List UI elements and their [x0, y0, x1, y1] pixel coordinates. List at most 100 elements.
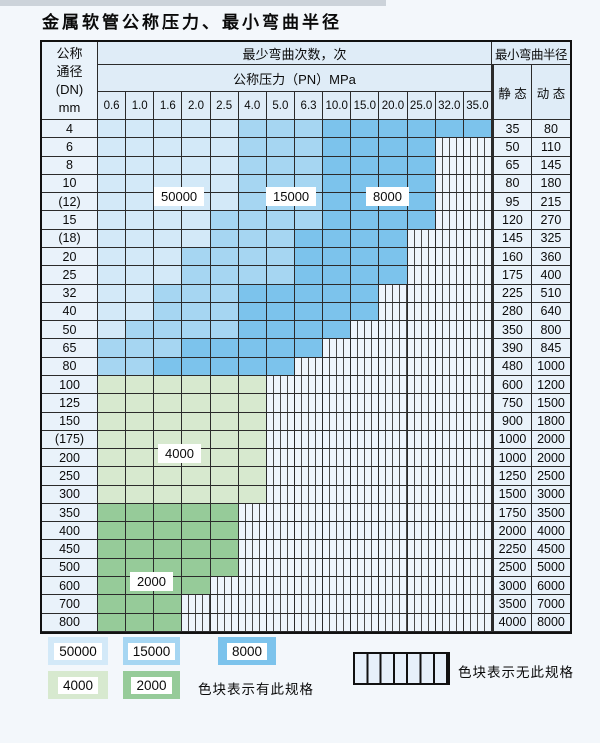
cell-cycles-15000 [182, 302, 211, 322]
cell-no-spec [294, 595, 324, 614]
legend-swatch-2000: 2000 [123, 671, 180, 699]
cell-no-spec [323, 357, 352, 376]
cell-no-spec [407, 394, 436, 413]
cell-no-spec [266, 412, 295, 431]
cell-cycles-8000 [323, 174, 352, 194]
cell-cycles-50000 [98, 174, 127, 194]
dynamic-header: 动 态 [532, 65, 570, 120]
cell-cycles-8000 [294, 229, 324, 248]
pressure-tick: 32.0 [435, 92, 464, 120]
cell-no-spec [210, 613, 239, 632]
cell-cycles-15000 [294, 138, 324, 157]
legend-label-15000: 15000 [127, 642, 176, 660]
cell-no-spec [407, 284, 436, 303]
cell-no-spec [294, 540, 324, 559]
dynamic-radius-value: 2000 [531, 430, 570, 450]
dn-value: 32 [42, 284, 98, 303]
cell-cycles-2000 [210, 540, 239, 559]
cell-no-spec [463, 467, 492, 486]
cell-cycles-2000 [182, 503, 211, 523]
cell-no-spec [323, 540, 352, 559]
cell-cycles-50000 [210, 156, 239, 175]
cell-no-spec [238, 558, 267, 578]
cell-cycles-15000 [182, 266, 211, 285]
static-radius-value: 390 [491, 339, 532, 358]
cell-no-spec [238, 522, 267, 541]
cell-cycles-15000 [98, 357, 127, 376]
cell-cycles-15000 [210, 247, 239, 267]
cell-cycles-4000 [126, 375, 155, 395]
dn-value: 4 [42, 120, 98, 139]
cell-cycles-4000 [238, 375, 267, 395]
cell-cycles-8000 [323, 302, 352, 322]
cell-no-spec [463, 394, 492, 413]
cell-no-spec [379, 321, 408, 340]
cell-no-spec [463, 613, 492, 632]
dn-value: (12) [42, 193, 98, 212]
cell-no-spec [435, 284, 464, 303]
static-radius-value: 2500 [491, 558, 532, 578]
cell-no-spec [407, 485, 436, 504]
table-row: 700 3500 7000 [42, 595, 570, 614]
cell-cycles-8000 [266, 357, 295, 376]
cell-no-spec [463, 174, 492, 194]
cell-cycles-8000 [379, 120, 408, 139]
static-radius-value: 175 [491, 266, 532, 285]
dynamic-radius-value: 640 [531, 302, 570, 322]
cell-cycles-8000 [379, 211, 408, 230]
static-radius-value: 225 [491, 284, 532, 303]
static-radius-value: 1500 [491, 485, 532, 504]
cell-no-spec [463, 412, 492, 431]
cell-no-spec [435, 467, 464, 486]
dn-header-line4: mm [58, 100, 81, 115]
cell-no-spec [463, 156, 492, 175]
cell-cycles-50000 [98, 266, 127, 285]
cell-cycles-2000 [210, 522, 239, 541]
cell-cycles-15000 [294, 120, 324, 139]
cell-no-spec [463, 211, 492, 230]
cell-cycles-4000 [154, 375, 183, 395]
cell-no-spec [435, 247, 464, 267]
cell-cycles-50000 [210, 193, 239, 212]
cell-cycles-8000 [294, 284, 324, 303]
static-radius-value: 480 [491, 357, 532, 376]
cell-no-spec [407, 522, 436, 541]
legend-label-2000: 2000 [131, 676, 172, 694]
cell-no-spec [266, 522, 295, 541]
dn-value: 700 [42, 595, 98, 614]
cell-no-spec [294, 485, 324, 504]
cell-no-spec [238, 540, 267, 559]
dn-value: 80 [42, 357, 98, 376]
cell-cycles-8000 [210, 339, 239, 358]
dn-value: 6 [42, 138, 98, 157]
cell-no-spec [266, 430, 295, 450]
cell-cycles-15000 [294, 156, 324, 175]
static-radius-value: 120 [491, 211, 532, 230]
cell-cycles-2000 [154, 613, 183, 632]
static-radius-value: 3000 [491, 577, 532, 596]
cell-no-spec [435, 503, 464, 523]
cell-cycles-8000 [323, 138, 352, 157]
cell-cycles-4000 [238, 467, 267, 486]
cell-no-spec [351, 467, 380, 486]
cell-cycles-50000 [98, 211, 127, 230]
cell-no-spec [435, 229, 464, 248]
cell-no-spec [323, 613, 352, 632]
table-row: 600 3000 6000 [42, 577, 570, 596]
cell-cycles-15000 [266, 156, 295, 175]
cell-no-spec [351, 357, 380, 376]
cell-cycles-50000 [154, 229, 183, 248]
cell-no-spec [266, 375, 295, 395]
cell-no-spec [379, 467, 408, 486]
table-row: 250 1250 2500 [42, 467, 570, 486]
cell-cycles-15000 [238, 174, 267, 194]
cell-cycles-8000 [294, 266, 324, 285]
static-radius-value: 35 [491, 120, 532, 139]
static-radius-value: 2250 [491, 540, 532, 559]
cell-cycles-8000 [379, 229, 408, 248]
cell-no-spec [407, 412, 436, 431]
cell-cycles-50000 [98, 302, 127, 322]
cell-cycles-4000 [154, 394, 183, 413]
dn-value: 150 [42, 412, 98, 431]
static-radius-value: 2000 [491, 522, 532, 541]
